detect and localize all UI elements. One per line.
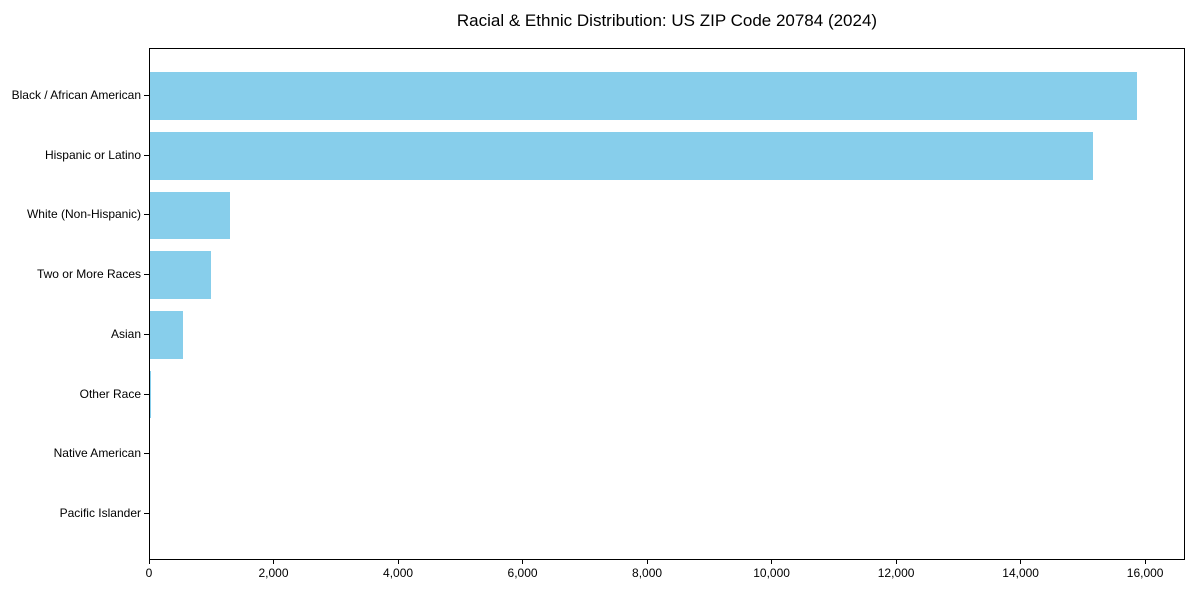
bar xyxy=(150,251,211,300)
y-axis-tick xyxy=(144,274,149,276)
x-axis-tick xyxy=(397,560,399,564)
x-axis-tick xyxy=(522,560,524,564)
y-axis-tick xyxy=(144,154,149,156)
y-axis-tick xyxy=(144,512,149,514)
bar xyxy=(150,370,152,419)
y-axis-tick xyxy=(144,214,149,216)
y-axis-tick xyxy=(144,95,149,97)
bar xyxy=(150,191,231,240)
x-axis-tick xyxy=(273,560,275,564)
y-axis-label: Asian xyxy=(110,326,141,341)
plot-area xyxy=(149,48,1185,560)
x-axis-tick xyxy=(895,560,897,564)
y-axis-label: White (Non-Hispanic) xyxy=(26,207,141,222)
y-axis-label: Black / African American xyxy=(11,88,141,103)
bar xyxy=(150,310,183,359)
x-axis-tick-label: 4,000 xyxy=(383,566,414,580)
x-axis-tick-label: 8,000 xyxy=(632,566,663,580)
x-axis-tick-label: 12,000 xyxy=(877,566,915,580)
y-axis-tick xyxy=(144,333,149,335)
y-axis-label: Other Race xyxy=(79,386,141,401)
x-axis-tick-label: 14,000 xyxy=(1002,566,1039,580)
bar xyxy=(150,72,1137,120)
y-axis-tick xyxy=(144,453,149,455)
y-axis-label: Hispanic or Latino xyxy=(44,147,141,162)
x-axis-tick-label: 0 xyxy=(145,566,153,580)
x-axis-tick-label: 2,000 xyxy=(258,566,289,580)
y-axis-label: Native American xyxy=(53,446,141,461)
x-axis-tick xyxy=(646,560,648,564)
x-axis-tick-label: 10,000 xyxy=(753,566,790,580)
y-axis-label: Pacific Islander xyxy=(59,505,141,520)
x-axis-tick xyxy=(771,560,773,564)
chart-title: Racial & Ethnic Distribution: US ZIP Cod… xyxy=(456,11,878,30)
x-axis-tick-label: 6,000 xyxy=(507,566,538,580)
x-axis-tick xyxy=(1144,560,1146,564)
y-axis-tick xyxy=(144,393,149,395)
y-axis-label: Two or More Races xyxy=(36,267,141,282)
bar xyxy=(150,131,1094,180)
x-axis-tick xyxy=(148,560,150,564)
x-axis-tick xyxy=(1020,560,1022,564)
x-axis-tick-label: 16,000 xyxy=(1126,566,1164,580)
